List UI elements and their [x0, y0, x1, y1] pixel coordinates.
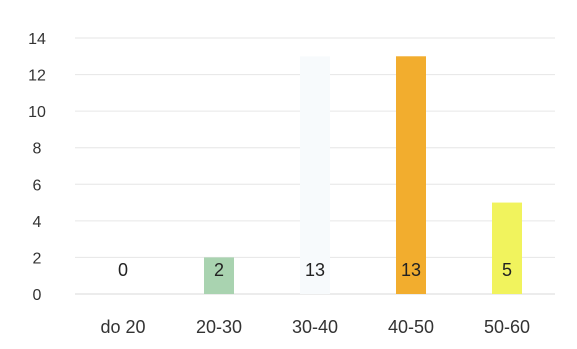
bar-50-60[interactable]	[492, 202, 522, 294]
data-label: 5	[502, 260, 512, 280]
y-tick-label: 6	[33, 177, 42, 194]
x-tick-label: 50-60	[484, 317, 530, 337]
y-tick-label: 8	[33, 141, 42, 158]
y-tick-label: 14	[28, 31, 46, 48]
x-tick-label: 20-30	[196, 317, 242, 337]
data-label: 2	[214, 260, 224, 280]
y-tick-label: 10	[28, 104, 46, 121]
y-tick-label: 4	[33, 214, 42, 231]
y-tick-label: 0	[33, 287, 42, 304]
bar-20-30[interactable]	[204, 257, 234, 294]
data-label: 13	[401, 260, 421, 280]
y-tick-label: 12	[28, 68, 46, 85]
bar-40-50[interactable]	[396, 56, 426, 295]
data-label: 0	[118, 260, 128, 280]
data-label: 13	[305, 260, 325, 280]
y-tick-label: 2	[33, 250, 42, 267]
bar-30-40[interactable]	[300, 56, 330, 295]
x-tick-label: 30-40	[292, 317, 338, 337]
x-tick-label: do 20	[100, 317, 145, 337]
x-tick-label: 40-50	[388, 317, 434, 337]
